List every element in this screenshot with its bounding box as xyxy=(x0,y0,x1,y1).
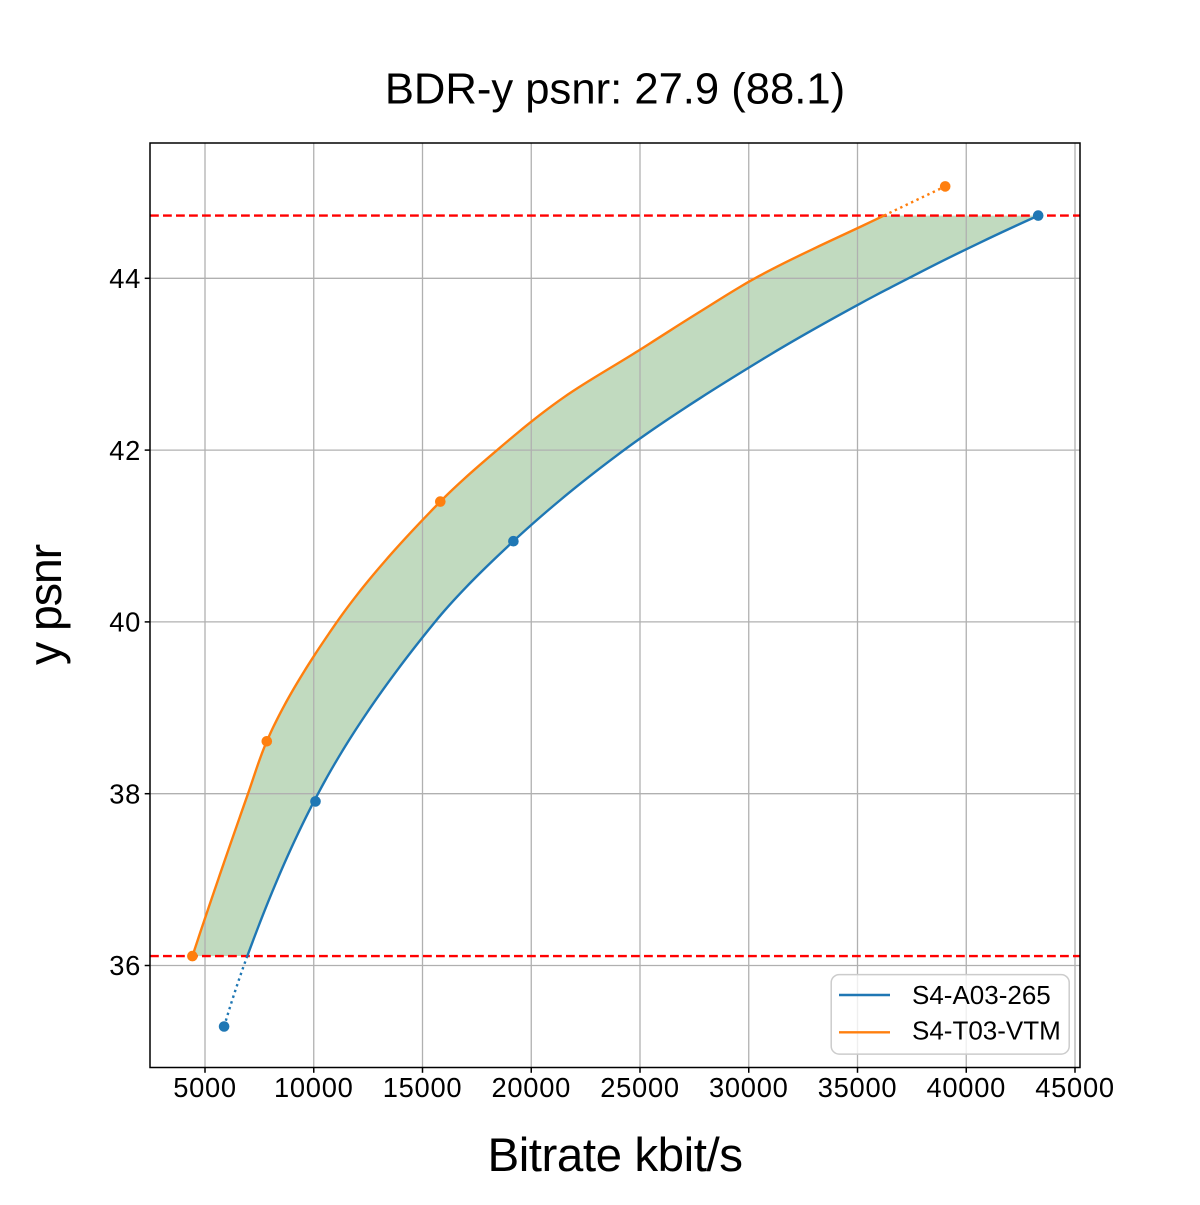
svg-text:42: 42 xyxy=(109,435,141,466)
svg-text:30000: 30000 xyxy=(709,1072,788,1103)
svg-text:10000: 10000 xyxy=(274,1072,353,1103)
svg-text:y psnr: y psnr xyxy=(19,544,71,665)
svg-text:45000: 45000 xyxy=(1035,1072,1114,1103)
svg-text:S4-A03-265: S4-A03-265 xyxy=(912,980,1051,1010)
svg-text:BDR-y psnr: 27.9 (88.1): BDR-y psnr: 27.9 (88.1) xyxy=(385,66,845,114)
svg-text:Bitrate kbit/s: Bitrate kbit/s xyxy=(487,1129,742,1182)
svg-text:36: 36 xyxy=(109,950,141,981)
svg-text:25000: 25000 xyxy=(600,1072,679,1103)
svg-text:38: 38 xyxy=(109,778,141,809)
svg-text:35000: 35000 xyxy=(818,1072,897,1103)
svg-text:44: 44 xyxy=(109,263,141,294)
svg-text:S4-T03-VTM: S4-T03-VTM xyxy=(912,1015,1061,1045)
svg-text:40: 40 xyxy=(109,607,141,638)
svg-text:20000: 20000 xyxy=(492,1072,571,1103)
svg-text:5000: 5000 xyxy=(173,1072,237,1103)
svg-text:40000: 40000 xyxy=(927,1072,1006,1103)
svg-text:15000: 15000 xyxy=(383,1072,462,1103)
